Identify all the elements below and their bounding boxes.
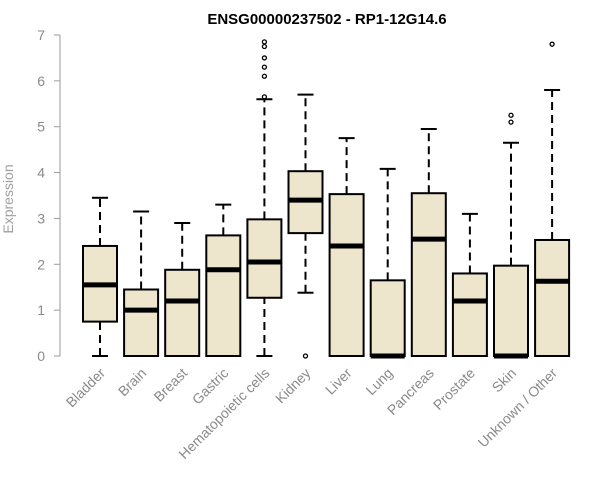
outlier-point — [508, 112, 514, 118]
y-tick-label: 7 — [37, 27, 45, 43]
x-tick-label: Prostate — [430, 365, 478, 413]
iqr-box — [534, 238, 571, 357]
x-tick-label: Liver — [322, 365, 355, 398]
y-axis: 0 1 2 3 4 5 6 7 — [37, 27, 61, 364]
box-group — [123, 210, 160, 357]
outlier-point — [261, 94, 268, 100]
outlier-point — [302, 353, 309, 359]
x-tick-label: Bladder — [63, 365, 109, 411]
outlier-point — [261, 64, 268, 70]
y-tick-label: 3 — [37, 210, 45, 226]
x-tick-label: Skin — [489, 365, 520, 396]
x-tick-label: Kidney — [272, 365, 314, 407]
y-tick-label: 5 — [37, 119, 45, 135]
box-group — [164, 222, 201, 357]
boxes-layer — [82, 39, 571, 359]
box-group — [82, 196, 118, 357]
iqr-box — [328, 193, 365, 357]
iqr-box — [246, 218, 283, 299]
box-group — [369, 167, 406, 359]
x-tick-label: Breast — [150, 365, 190, 405]
outlier-point — [261, 43, 268, 50]
iqr-box — [205, 234, 242, 358]
y-tick-label: 2 — [37, 256, 45, 272]
box-group — [287, 93, 324, 359]
x-tick-label: Brain — [115, 365, 149, 399]
x-tick-label: Lung — [362, 365, 395, 398]
iqr-box — [493, 264, 529, 358]
outlier-point — [261, 73, 268, 79]
box-group — [328, 137, 365, 357]
iqr-box — [164, 268, 201, 357]
iqr-box — [451, 272, 488, 358]
iqr-box — [123, 288, 160, 357]
y-tick-label: 1 — [37, 302, 45, 318]
y-axis-label: Expression — [0, 164, 16, 233]
outlier-point — [508, 119, 514, 125]
box-group — [534, 41, 571, 357]
iqr-box — [369, 279, 406, 358]
box-group — [246, 39, 283, 357]
chart-title: ENSG00000237502 - RP1-12G14.6 — [207, 11, 446, 28]
box-group — [410, 128, 447, 357]
y-tick-label: 0 — [37, 348, 45, 364]
box-group — [493, 112, 529, 359]
box-group — [451, 212, 488, 358]
box-group — [205, 203, 242, 358]
iqr-box — [410, 192, 447, 357]
outlier-point — [261, 55, 268, 61]
y-tick-label: 6 — [37, 73, 45, 89]
y-tick-label: 4 — [37, 165, 45, 181]
outlier-point — [261, 39, 268, 45]
outlier-point — [549, 41, 555, 47]
